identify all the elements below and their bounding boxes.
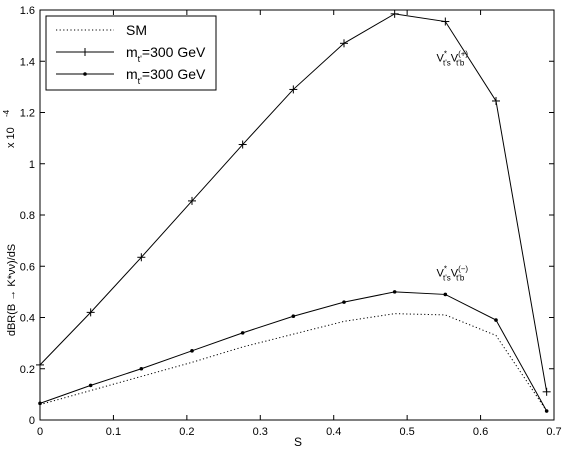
series-1 [39,313,548,412]
y-tick-label: 1.4 [20,56,35,68]
series-2 [36,9,551,396]
axis-ticks: 0 0.1 0.2 0.3 0.4 0.5 0.6 0.7 0 0.2 0.4 0.6 0.8 1 1.2 1… [20,5,562,438]
y-axis-label: dBR(B → K*νν)/dS [6,244,18,336]
annotation-2: V* t'sV(−) t'b [437,265,469,283]
series-layer [36,9,551,413]
x-tick-label: 0.2 [179,426,194,438]
legend-box [45,15,217,91]
x-tick-label: 0.7 [546,426,561,438]
series-marker-dot [291,314,296,319]
x-tick-label: 0.4 [326,426,341,438]
x-tick-label: 0.6 [473,426,488,438]
annotation-layer: V* t'sV(+) t'b V* t'sV(−) t'b [437,49,469,282]
series-marker-dot [88,383,93,388]
series-marker-dot [38,401,42,406]
series-line [39,313,548,412]
x-tick-label: 0.1 [106,426,121,438]
legend-entry-3: mt'=300 GeV [56,66,206,86]
y-tick-label: 1 [29,159,35,171]
x-axis-label: S [294,435,302,449]
series-marker-dot [240,331,245,335]
series-3 [38,290,549,413]
series-marker-dot [342,300,346,304]
legend-label: mt'=300 GeV [126,66,206,86]
legend-label: mt'=300 GeV [126,44,206,64]
y-tick-label: 0.2 [20,364,35,376]
series-marker-dot [494,318,498,322]
y-tick-label: 0.6 [20,261,35,273]
series-marker-dot [190,349,194,353]
series-marker-dot [139,366,144,371]
y-tick-label: 0.8 [20,210,35,222]
y-multiplier-base: x 10 [5,127,17,148]
series-marker-dot [443,292,448,297]
y-tick-label: 0.4 [20,313,35,325]
series-line [39,291,548,412]
x-tick-label: 0.3 [253,426,268,438]
series-marker-dot [392,290,397,294]
y-tick-label: 0 [29,415,35,427]
series-marker-dot [83,72,87,76]
annotation-1: V* t'sV(+) t'b [437,49,469,67]
y-tick-label: 1.2 [20,108,35,120]
legend-entry-1: SM [56,22,147,38]
y-multiplier-exponent: -4 [2,109,11,117]
y-tick-label: 1.6 [20,5,35,17]
y-axis-multiplier: x 10 -4 [2,109,17,148]
legend-entry-2: mt'=300 GeV [56,44,206,64]
legend-label: SM [126,22,147,38]
x-tick-label: 0 [37,426,43,438]
series-marker-dot [544,409,549,413]
x-tick-label: 0.5 [399,426,414,438]
